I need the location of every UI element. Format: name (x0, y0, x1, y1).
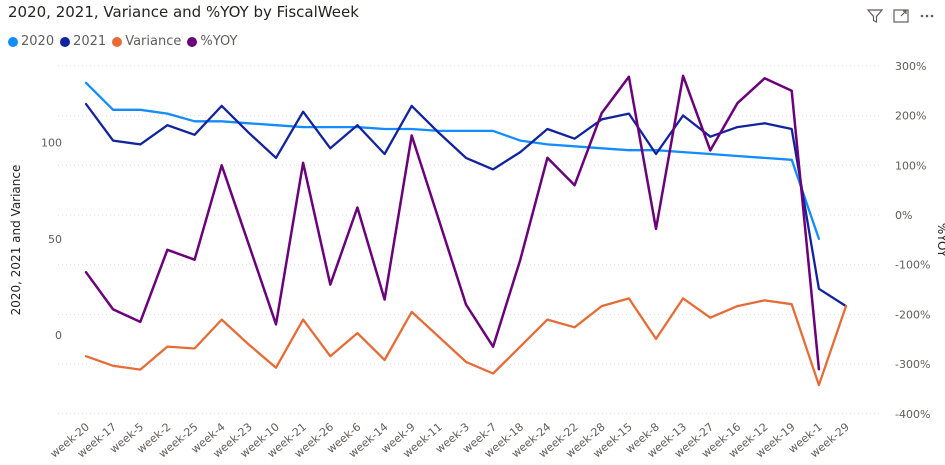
y2-tick-label: 100% (895, 159, 926, 172)
legend-swatch-variance (112, 36, 123, 47)
legend-item-variance[interactable]: Variance (112, 34, 181, 49)
y2-tick-label: -400% (895, 408, 930, 421)
x-tick-label: week-20 (48, 420, 92, 460)
x-tick-label: week-12 (726, 420, 770, 460)
x-tick-label: week-10 (238, 420, 282, 460)
x-tick-label: week-19 (753, 420, 797, 460)
x-tick-label: week-8 (623, 420, 662, 456)
x-tick-label: week-23 (211, 420, 255, 460)
legend-swatch-yoy (187, 36, 198, 47)
x-tick-label: week-18 (482, 420, 526, 460)
x-tick-label: week-26 (292, 420, 336, 460)
legend-label-variance: Variance (125, 34, 182, 49)
series-line-2020 (84, 81, 821, 240)
legend-label-2020: 2020 (21, 34, 55, 49)
series-lines (84, 74, 848, 387)
y2-axis-title: %YOY (935, 223, 945, 258)
axes: 300% 200% 100% 0% -100% -200% -300% -400% 0 50 100… (9, 60, 945, 461)
x-tick-label: week-6 (324, 420, 363, 456)
gridlines (58, 65, 880, 415)
legend-label-yoy: %YOY (200, 34, 238, 49)
more-options-icon[interactable] (917, 6, 937, 26)
legend-swatch-2020 (8, 36, 18, 47)
y2-tick-label: -300% (895, 358, 930, 371)
series-line-2021 (84, 102, 848, 308)
y2-tick-label: -200% (895, 308, 930, 321)
y-tick-label: 0 (55, 329, 62, 342)
x-tick-label: week-13 (645, 420, 689, 460)
x-tick-label: week-16 (699, 420, 743, 460)
x-tick-label: week-14 (346, 420, 390, 460)
x-tick-label: week-15 (591, 420, 635, 460)
x-tick-label: week-17 (75, 420, 119, 460)
series-line-variance (84, 297, 848, 387)
y-axis-title: 2020, 2021 and Variance (9, 165, 23, 316)
x-tick-label: week-9 (379, 420, 418, 456)
x-tick-label: week-7 (460, 420, 499, 456)
legend-item-2020[interactable]: 2020 (8, 34, 54, 49)
x-tick-label: week-2 (134, 420, 173, 456)
x-tick-label: week-21 (265, 420, 309, 460)
legend-item-2021[interactable]: 2021 (60, 34, 106, 49)
x-tick-label: week-28 (563, 420, 607, 460)
y2-tick-label: -100% (895, 259, 930, 272)
x-tick-label: week-1 (786, 420, 825, 456)
filter-icon[interactable] (865, 6, 885, 26)
legend-label-2021: 2021 (73, 34, 107, 49)
legend-item-yoy[interactable]: %YOY (187, 34, 237, 49)
x-tick-label: week-5 (107, 420, 146, 456)
series-line-yoy (84, 74, 821, 371)
x-tick-label: week-29 (808, 420, 852, 460)
y2-tick-label: 200% (895, 110, 926, 123)
x-tick-label: week-3 (433, 420, 472, 456)
x-tick-label: week-25 (156, 420, 200, 460)
x-tick-label: week-22 (536, 420, 580, 460)
y2-tick-label: 0% (895, 209, 912, 222)
x-tick-label: week-4 (189, 420, 228, 456)
x-tick-label: week-11 (401, 420, 445, 460)
chart-title: 2020, 2021, Variance and %YOY by FiscalW… (8, 3, 359, 21)
x-tick-label: week-27 (672, 420, 716, 460)
x-tick-label: week-24 (509, 420, 553, 460)
y-tick-label: 100 (41, 137, 62, 150)
legend: 2020 2021 Variance %YOY (8, 34, 243, 49)
focus-mode-icon[interactable] (891, 6, 911, 26)
y-tick-label: 50 (48, 233, 62, 246)
y2-tick-label: 300% (895, 60, 926, 73)
visual-header-toolbar (865, 6, 937, 26)
legend-swatch-2021 (60, 36, 71, 47)
